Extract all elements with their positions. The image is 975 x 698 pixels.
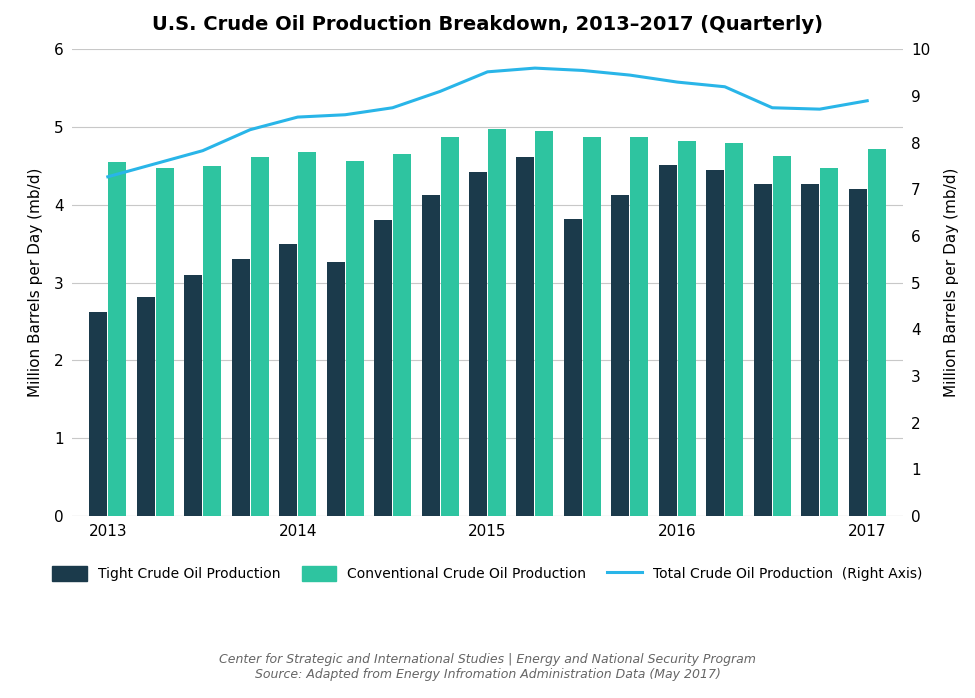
- Bar: [517, 157, 534, 516]
- Bar: [848, 188, 867, 516]
- Bar: [184, 275, 202, 516]
- Bar: [232, 260, 250, 516]
- Bar: [90, 312, 107, 516]
- Bar: [611, 195, 630, 516]
- Y-axis label: Million Barrels per Day (mb/d): Million Barrels per Day (mb/d): [28, 168, 43, 397]
- Bar: [421, 195, 440, 516]
- Bar: [298, 152, 316, 516]
- Bar: [564, 219, 582, 516]
- Bar: [631, 138, 648, 516]
- Bar: [773, 156, 791, 516]
- Legend: Tight Crude Oil Production, Conventional Crude Oil Production, Total Crude Oil P: Tight Crude Oil Production, Conventional…: [53, 567, 922, 581]
- Bar: [678, 141, 696, 516]
- Text: Center for Strategic and International Studies | Energy and National Security Pr: Center for Strategic and International S…: [219, 653, 756, 681]
- Bar: [203, 166, 221, 516]
- Bar: [393, 154, 411, 516]
- Title: U.S. Crude Oil Production Breakdown, 2013–2017 (Quarterly): U.S. Crude Oil Production Breakdown, 201…: [152, 15, 823, 34]
- Bar: [820, 168, 838, 516]
- Bar: [583, 137, 601, 516]
- Bar: [801, 184, 819, 516]
- Bar: [327, 262, 344, 516]
- Bar: [488, 128, 506, 516]
- Bar: [156, 168, 174, 516]
- Bar: [374, 221, 392, 516]
- Bar: [725, 142, 743, 516]
- Bar: [868, 149, 885, 516]
- Bar: [251, 157, 269, 516]
- Y-axis label: Million Barrels per Day (mb/d): Million Barrels per Day (mb/d): [944, 168, 959, 397]
- Bar: [345, 161, 364, 516]
- Bar: [136, 297, 155, 516]
- Bar: [108, 162, 127, 516]
- Bar: [469, 172, 488, 516]
- Bar: [754, 184, 772, 516]
- Bar: [441, 138, 458, 516]
- Bar: [535, 131, 554, 516]
- Bar: [279, 244, 297, 516]
- Bar: [659, 165, 677, 516]
- Bar: [706, 170, 724, 516]
